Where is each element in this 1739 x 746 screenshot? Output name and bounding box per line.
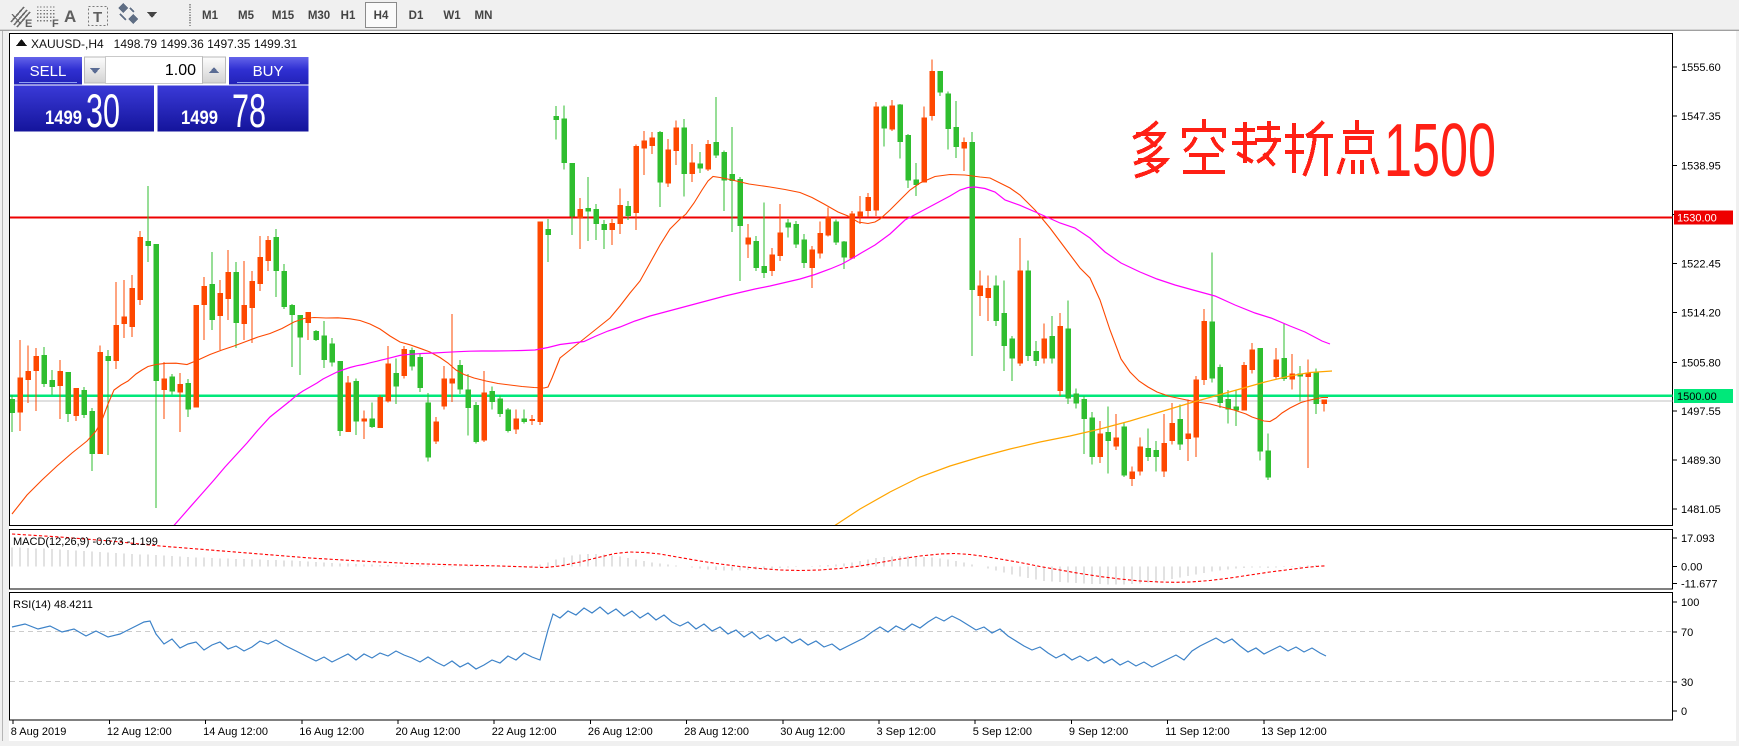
svg-text:MACD(12,26,9) -0.673 -1.199: MACD(12,26,9) -0.673 -1.199 (13, 536, 158, 548)
svg-text:1505.80: 1505.80 (1681, 357, 1721, 369)
svg-text:0: 0 (1681, 706, 1687, 718)
svg-text:16 Aug 12:00: 16 Aug 12:00 (299, 726, 364, 738)
svg-text:100: 100 (1681, 597, 1699, 609)
svg-text:14 Aug 12:00: 14 Aug 12:00 (203, 726, 268, 738)
svg-text:30: 30 (86, 84, 120, 137)
svg-text:0.00: 0.00 (1681, 562, 1702, 574)
svg-text:1522.45: 1522.45 (1681, 259, 1721, 271)
svg-text:1500: 1500 (1384, 108, 1496, 192)
svg-text:E: E (25, 18, 32, 30)
svg-text:H4: H4 (374, 10, 389, 22)
svg-text:SELL: SELL (30, 63, 67, 80)
svg-text:M5: M5 (238, 10, 255, 22)
svg-text:1500.00: 1500.00 (1677, 391, 1717, 403)
svg-text:1499: 1499 (45, 108, 82, 129)
svg-text:D1: D1 (409, 10, 424, 22)
svg-text:3 Sep 12:00: 3 Sep 12:00 (877, 726, 936, 738)
svg-text:-11.677: -11.677 (1681, 579, 1718, 591)
svg-text:8 Aug 2019: 8 Aug 2019 (11, 726, 67, 738)
svg-text:1.00: 1.00 (165, 62, 196, 79)
svg-text:30 Aug 12:00: 30 Aug 12:00 (780, 726, 845, 738)
svg-text:1530.00: 1530.00 (1677, 213, 1717, 225)
svg-text:M1: M1 (202, 10, 219, 22)
svg-text:M15: M15 (272, 10, 295, 22)
svg-text:70: 70 (1681, 627, 1693, 639)
svg-text:9 Sep 12:00: 9 Sep 12:00 (1069, 726, 1128, 738)
svg-text:T: T (93, 9, 102, 26)
svg-text:1497.55: 1497.55 (1681, 406, 1721, 418)
svg-text:F: F (52, 18, 59, 30)
svg-text:1489.30: 1489.30 (1681, 455, 1721, 467)
svg-text:1499: 1499 (181, 108, 218, 129)
svg-text:22 Aug 12:00: 22 Aug 12:00 (492, 726, 557, 738)
svg-text:W1: W1 (443, 10, 461, 22)
svg-text:17.093: 17.093 (1681, 533, 1715, 545)
svg-text:A: A (64, 7, 76, 26)
svg-text:13 Sep 12:00: 13 Sep 12:00 (1261, 726, 1326, 738)
svg-text:1547.35: 1547.35 (1681, 111, 1721, 123)
svg-text:28 Aug 12:00: 28 Aug 12:00 (684, 726, 749, 738)
svg-text:H1: H1 (341, 10, 356, 22)
svg-text:26 Aug 12:00: 26 Aug 12:00 (588, 726, 653, 738)
svg-text:XAUUSD-,H4 1498.79 1499.36 1: XAUUSD-,H4 1498.79 1499.36 1497.35 1499.… (31, 37, 298, 51)
svg-text:1481.05: 1481.05 (1681, 504, 1721, 516)
svg-text:RSI(14) 48.4211: RSI(14) 48.4211 (13, 599, 93, 611)
svg-text:1538.95: 1538.95 (1681, 161, 1721, 173)
svg-text:1514.20: 1514.20 (1681, 308, 1721, 320)
svg-text:78: 78 (232, 84, 266, 137)
svg-text:BUY: BUY (253, 63, 284, 80)
svg-text:11 Sep 12:00: 11 Sep 12:00 (1165, 726, 1230, 738)
svg-text:MN: MN (475, 10, 493, 22)
svg-text:30: 30 (1681, 677, 1693, 689)
svg-text:M30: M30 (308, 10, 330, 22)
svg-text:5 Sep 12:00: 5 Sep 12:00 (973, 726, 1032, 738)
svg-text:1555.60: 1555.60 (1681, 62, 1721, 74)
svg-text:12 Aug 12:00: 12 Aug 12:00 (107, 726, 172, 738)
svg-text:20 Aug 12:00: 20 Aug 12:00 (396, 726, 461, 738)
